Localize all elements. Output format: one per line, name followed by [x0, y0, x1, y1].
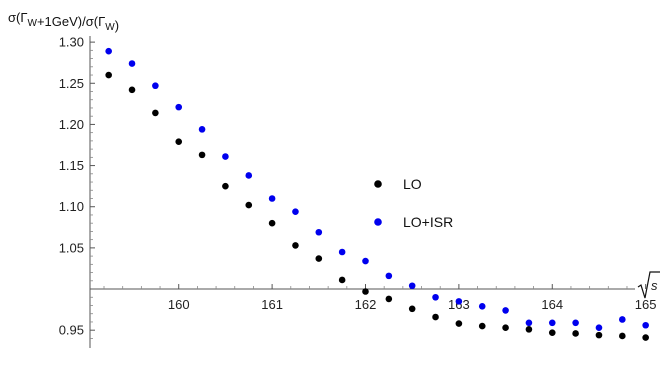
data-point — [362, 288, 369, 295]
data-point — [525, 319, 533, 327]
y-tick-label: 1.15 — [59, 158, 84, 173]
data-point — [222, 153, 229, 160]
data-point — [385, 272, 393, 280]
data-point — [525, 326, 533, 333]
x-axis-label-text: s — [651, 278, 658, 293]
x-tick-label: 160 — [168, 297, 190, 312]
data-point — [595, 331, 603, 339]
data-point — [502, 324, 509, 332]
data-point — [478, 322, 486, 330]
data-point — [292, 208, 299, 215]
y-tick-label: 1.05 — [59, 240, 84, 255]
data-point — [338, 276, 346, 284]
data-point — [502, 307, 509, 314]
data-point — [315, 255, 323, 262]
axes — [89, 36, 635, 348]
data-point — [315, 228, 323, 236]
x-ticks: 160161162163164165 — [103, 284, 657, 312]
data-point — [362, 257, 369, 265]
data-point — [152, 82, 159, 90]
sqrt-symbol — [637, 271, 660, 299]
data-points — [105, 47, 649, 341]
data-point — [619, 316, 626, 323]
data-point — [619, 332, 626, 340]
series-lo-isr — [105, 47, 649, 332]
x-tick-label: 164 — [541, 297, 563, 312]
data-point — [245, 172, 253, 179]
y-axis-label: σ(ΓW+1GeV)/σ(ΓW) — [8, 10, 119, 33]
data-point — [268, 219, 276, 227]
data-point — [385, 295, 393, 303]
legend-marker — [374, 180, 382, 188]
data-point — [478, 303, 486, 310]
data-point — [432, 313, 439, 321]
data-point — [432, 293, 439, 301]
x-tick-label: 161 — [261, 297, 283, 312]
data-point — [548, 319, 556, 327]
data-point — [268, 195, 276, 202]
y-ticks: 0.95 1.05 1.10 1.15 1.20 1.25 1.30 — [59, 35, 95, 339]
data-point — [222, 182, 229, 190]
y-tick-label: 1.10 — [59, 199, 84, 214]
data-point — [642, 321, 649, 329]
series-lo — [105, 71, 649, 341]
y-tick-label: 0.95 — [59, 323, 84, 338]
data-point — [572, 319, 579, 327]
data-point — [642, 334, 649, 341]
data-point — [198, 151, 206, 159]
data-point — [292, 242, 299, 249]
data-point — [128, 86, 136, 94]
data-point — [198, 126, 206, 133]
y-tick-label: 1.20 — [59, 117, 84, 132]
data-point — [175, 103, 183, 111]
data-point — [175, 138, 183, 146]
data-point — [572, 330, 579, 337]
x-axis-label: s — [637, 271, 660, 299]
data-point — [152, 109, 159, 117]
y-tick-label: 1.25 — [59, 76, 84, 91]
data-point — [338, 248, 346, 256]
legend-label: LO — [403, 176, 422, 192]
data-point — [245, 201, 253, 209]
legend: LO LO+ISR — [374, 176, 453, 230]
data-point — [128, 60, 136, 67]
data-point — [455, 320, 463, 327]
data-point — [455, 298, 463, 305]
data-point — [105, 71, 112, 79]
y-tick-label: 1.30 — [59, 35, 84, 50]
data-point — [548, 329, 556, 336]
data-point — [105, 47, 112, 55]
legend-label: LO+ISR — [403, 214, 453, 230]
data-point — [595, 324, 603, 332]
data-point — [408, 305, 416, 313]
x-tick-label: 162 — [355, 297, 377, 312]
legend-marker — [374, 218, 382, 226]
x-tick-label: 165 — [635, 297, 657, 312]
data-point — [408, 282, 416, 290]
